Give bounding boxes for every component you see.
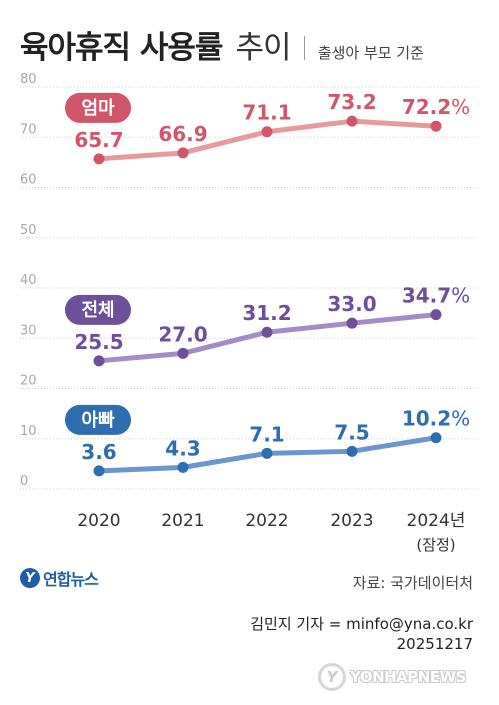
reporter-credit: 김민지 기자 = minfo@yna.co.kr <box>250 615 473 633</box>
data-label: 25.5 <box>74 330 123 354</box>
series-badge-bg <box>65 92 131 123</box>
credit-block: 김민지 기자 = minfo@yna.co.kr 20251217 <box>250 614 473 654</box>
yonhap-logo-text: 연합뉴스 <box>43 570 99 589</box>
data-label: 33.0 <box>327 292 376 316</box>
chart-title: 육아휴직 사용률 추이 출생아 부모 기준 <box>20 22 424 67</box>
series-badge-bg <box>65 294 131 325</box>
y-tick-label: 80 <box>20 72 37 87</box>
data-label: 73.2 <box>327 90 376 114</box>
source-note: 자료: 국가데이터처 <box>352 574 473 592</box>
data-label: 71.1 <box>242 101 291 125</box>
data-label: 7.5 <box>334 420 369 444</box>
x-tick-label: 2022 <box>245 511 288 531</box>
watermark-text: YONHAPNEWS <box>350 668 466 686</box>
title-divider <box>303 36 305 60</box>
x-tick-note: (잠정) <box>416 536 455 554</box>
y-tick-label: 70 <box>20 122 37 137</box>
y-tick-label: 0 <box>20 474 28 489</box>
data-point <box>93 465 105 477</box>
data-point <box>177 461 189 473</box>
data-label: 3.6 <box>81 440 116 464</box>
data-point <box>177 147 189 159</box>
data-point <box>177 347 189 359</box>
x-tick-label: 2024년 <box>407 511 466 531</box>
data-label: 34.7% <box>402 284 470 308</box>
data-label-suffix: % <box>451 407 470 431</box>
data-point <box>346 445 358 457</box>
series-badge: 아빠 <box>65 404 131 435</box>
data-label-suffix: % <box>451 95 470 119</box>
data-point <box>430 309 442 321</box>
y-tick-label: 20 <box>20 374 37 389</box>
yonhap-logo: Y 연합뉴스 <box>20 566 99 590</box>
series-badge: 전체 <box>65 294 131 325</box>
data-label: 72.2% <box>402 95 470 119</box>
data-point <box>346 317 358 329</box>
chart-subtitle: 출생아 부모 기준 <box>317 44 424 62</box>
data-label: 27.0 <box>158 322 207 346</box>
title-main: 육아휴직 사용률 <box>20 30 223 66</box>
x-tick-label: 2020 <box>77 511 120 531</box>
data-point <box>93 153 105 165</box>
data-point <box>93 355 105 367</box>
series-badge-bg <box>65 404 131 435</box>
data-point <box>430 120 442 132</box>
series-badge-label: 전체 <box>81 300 114 321</box>
data-label: 66.9 <box>158 122 207 146</box>
data-point <box>261 447 273 459</box>
data-point <box>346 115 358 127</box>
data-label: 65.7 <box>74 128 123 152</box>
data-label: 7.1 <box>249 422 284 446</box>
yonhap-logo-icon: Y <box>20 568 40 588</box>
data-label: 4.3 <box>165 436 200 460</box>
watermark-logo-icon: Y <box>318 663 346 691</box>
series-badge-label: 엄마 <box>81 98 115 119</box>
title-suffix: 추이 <box>235 30 292 66</box>
y-tick-label: 10 <box>20 424 37 439</box>
y-tick-label: 30 <box>20 323 37 338</box>
x-tick-label: 2021 <box>161 511 204 531</box>
series-badge-label: 아빠 <box>81 410 115 431</box>
y-tick-label: 60 <box>20 173 37 188</box>
publish-date: 20251217 <box>396 635 473 653</box>
data-point <box>261 126 273 138</box>
data-point <box>430 432 442 444</box>
watermark: Y YONHAPNEWS <box>318 660 486 694</box>
series-badge: 엄마 <box>65 92 131 123</box>
data-label: 31.2 <box>242 301 291 325</box>
y-tick-label: 50 <box>20 223 37 238</box>
data-label-suffix: % <box>451 284 470 308</box>
y-tick-label: 40 <box>20 273 37 288</box>
data-point <box>261 326 273 338</box>
data-label: 10.2% <box>402 407 470 431</box>
x-tick-label: 2023 <box>330 511 373 531</box>
